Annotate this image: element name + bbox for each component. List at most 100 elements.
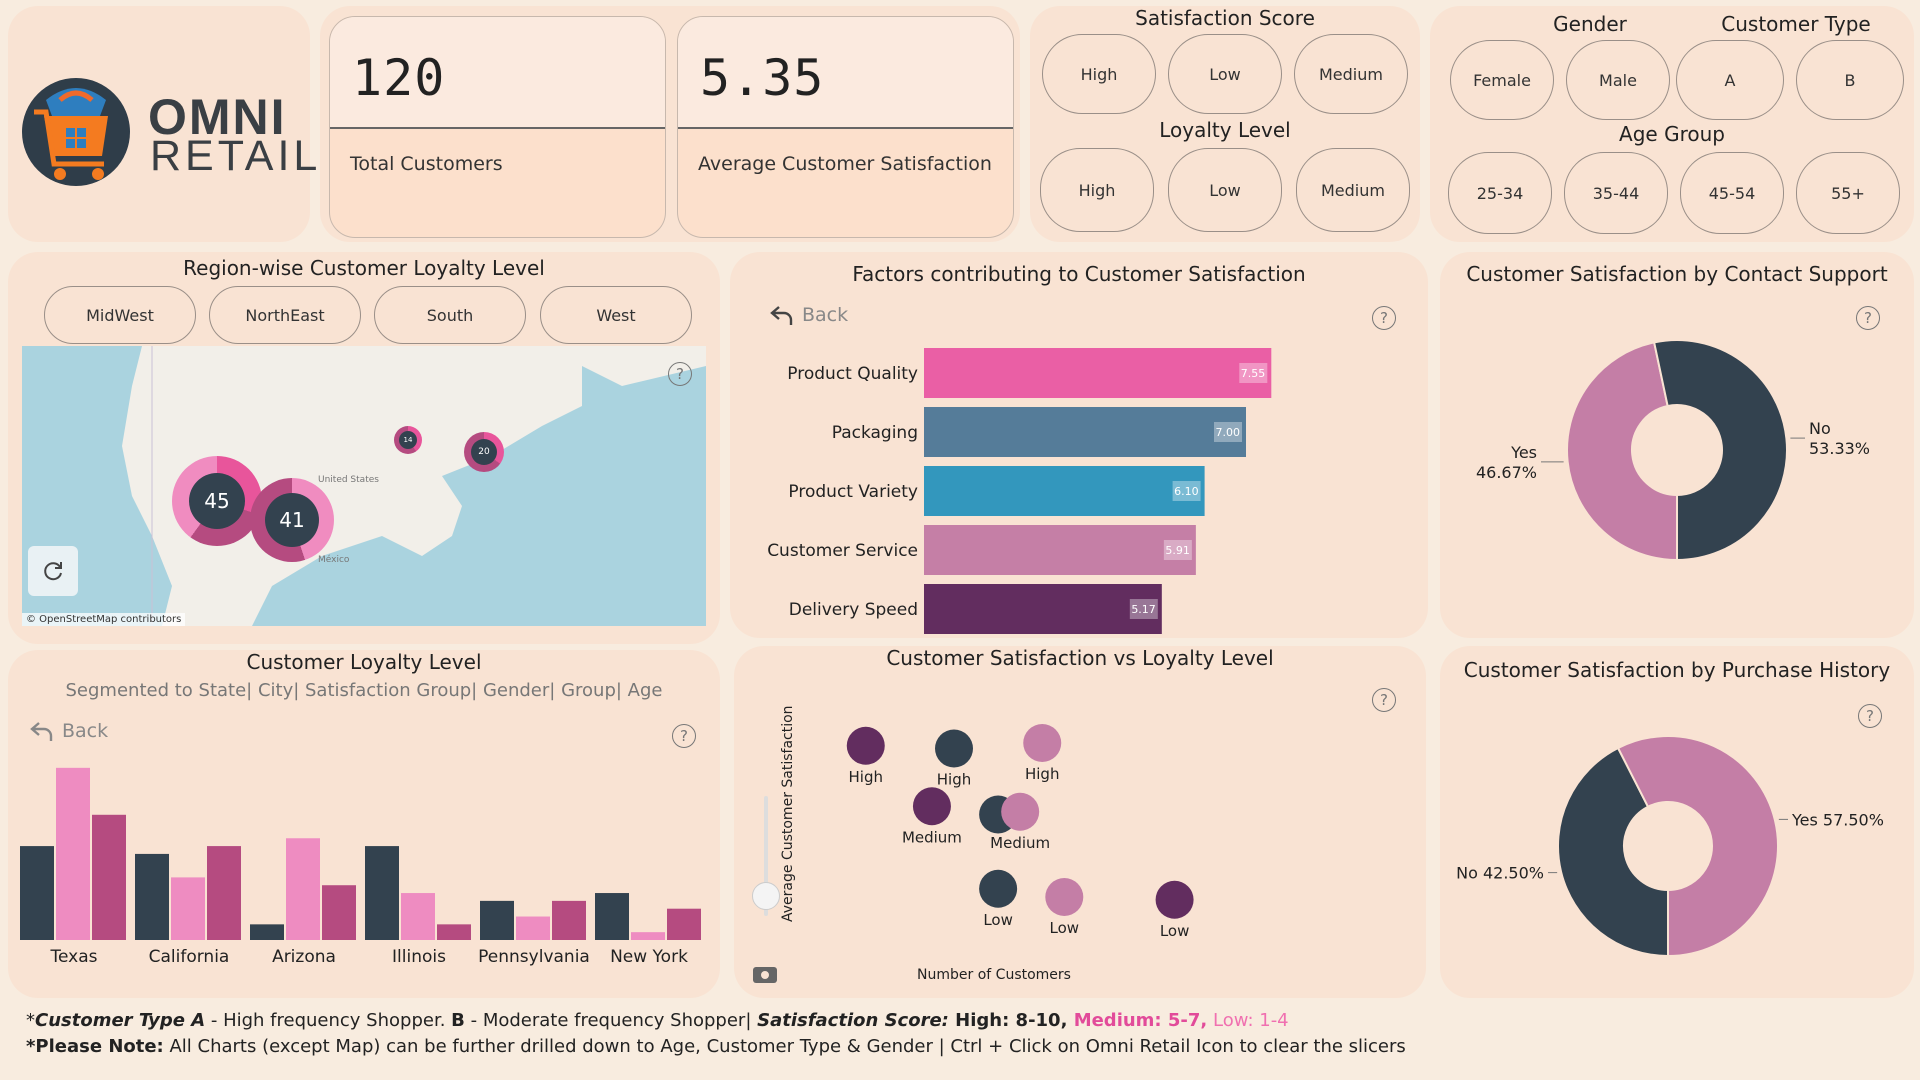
loyalty-bar bbox=[56, 767, 90, 940]
region-west-pill[interactable]: West bbox=[540, 286, 692, 344]
loyalty-back-label: Back bbox=[62, 720, 109, 742]
map-svg: United States México bbox=[122, 346, 706, 626]
map-attribution[interactable]: © OpenStreetMap contributors bbox=[22, 613, 186, 626]
satisfaction-slicer-title: Satisfaction Score bbox=[1135, 6, 1315, 30]
factor-category-label: Product Variety bbox=[788, 482, 918, 502]
purchase-history-donut: No 42.50% Yes 57.50% bbox=[1456, 735, 1884, 958]
purchase-history-help-icon[interactable]: ? bbox=[1858, 704, 1882, 728]
loyalty-bar bbox=[207, 846, 241, 940]
loyalty-bar bbox=[595, 893, 629, 940]
purchase-history-card: Customer Satisfaction by Purchase Histor… bbox=[1440, 646, 1914, 998]
contact-support-slice bbox=[1566, 341, 1678, 562]
scatter-point bbox=[912, 787, 951, 826]
loyalty-bar bbox=[250, 924, 284, 940]
scatter-point-label: High bbox=[937, 771, 971, 789]
factors-back-button[interactable]: Back bbox=[770, 304, 848, 326]
kpi-card: 120 Total Customers 5.35 Average Custome… bbox=[320, 6, 1020, 242]
map-bubble-14[interactable]: 14 bbox=[394, 426, 422, 454]
loyalty-help-icon[interactable]: ? bbox=[672, 724, 696, 748]
scatter-point bbox=[1001, 792, 1040, 831]
footer-type-b: B bbox=[451, 1010, 465, 1031]
refresh-icon bbox=[44, 562, 62, 581]
age-45-54-pill[interactable]: 45-54 bbox=[1680, 152, 1784, 234]
loyalty-chart-subtitle: Segmented to State| City| Satisfaction G… bbox=[65, 680, 663, 701]
footer-score-label: Satisfaction Score: bbox=[757, 1010, 949, 1031]
loyalty-low-pill[interactable]: Low bbox=[1168, 148, 1282, 232]
scatter-point bbox=[1023, 724, 1062, 762]
map-refresh-button[interactable] bbox=[28, 546, 78, 596]
map-help-icon[interactable]: ? bbox=[668, 362, 692, 386]
footer-line-2: *Please Note: All Charts (except Map) ca… bbox=[26, 1036, 1406, 1057]
avg-satisfaction-value: 5.35 bbox=[678, 17, 1013, 129]
region-map[interactable]: United States México 45 41 14 20 © OpenS… bbox=[22, 346, 706, 626]
contact-support-card: Customer Satisfaction by Contact Support… bbox=[1440, 252, 1914, 638]
scatter-point-label: Low bbox=[1050, 919, 1080, 937]
loyalty-bar bbox=[20, 846, 54, 940]
gender-male-pill[interactable]: Male bbox=[1566, 40, 1670, 120]
factor-category-label: Delivery Speed bbox=[789, 600, 918, 620]
map-bubble-14-label: 14 bbox=[399, 431, 417, 449]
back-arrow-icon bbox=[30, 722, 53, 741]
scatter-point bbox=[846, 726, 885, 765]
footer-line-1: *Customer Type A - High frequency Shoppe… bbox=[26, 1010, 1289, 1031]
scatter-slider-track[interactable] bbox=[764, 796, 768, 916]
customer-type-a-pill[interactable]: A bbox=[1676, 40, 1784, 120]
contact-support-label-name: No bbox=[1809, 419, 1831, 438]
contact-support-label-pct: 53.33% bbox=[1809, 439, 1870, 458]
scatter-y-axis-label: Average Customer Satisfaction bbox=[780, 705, 796, 922]
map-bubble-45[interactable]: 45 bbox=[172, 456, 262, 546]
loyalty-chart-title: Customer Loyalty Level bbox=[246, 650, 482, 674]
factor-value-label: 6.10 bbox=[1174, 485, 1199, 498]
age-25-34-pill[interactable]: 25-34 bbox=[1448, 152, 1552, 234]
contact-support-help-icon[interactable]: ? bbox=[1856, 306, 1880, 330]
loyalty-bar bbox=[667, 908, 701, 940]
loyalty-high-pill[interactable]: High bbox=[1040, 148, 1154, 232]
map-bubble-20[interactable]: 20 bbox=[464, 432, 504, 472]
factors-help-icon[interactable]: ? bbox=[1372, 306, 1396, 330]
scatter-settings-icon[interactable] bbox=[752, 966, 778, 984]
factors-title: Factors contributing to Customer Satisfa… bbox=[852, 262, 1306, 286]
footer-score-low: Low: 1-4 bbox=[1207, 1010, 1289, 1031]
scatter-slider-handle[interactable] bbox=[752, 882, 780, 910]
region-south-pill[interactable]: South bbox=[374, 286, 526, 344]
omni-retail-logo[interactable]: OMNI RETAIL bbox=[20, 68, 317, 198]
loyalty-category-label: New York bbox=[610, 947, 688, 967]
map-card: Region-wise Customer Loyalty Level MidWe… bbox=[8, 252, 720, 644]
loyalty-category-label: Illinois bbox=[392, 947, 446, 967]
factor-bar bbox=[924, 584, 1162, 634]
contact-support-label-name: Yes bbox=[1510, 443, 1537, 462]
map-bubble-20-label: 20 bbox=[471, 439, 497, 465]
logo-line1: OMNI bbox=[148, 89, 287, 145]
map-bubble-41[interactable]: 41 bbox=[250, 478, 334, 562]
purchase-history-title: Customer Satisfaction by Purchase Histor… bbox=[1463, 658, 1891, 682]
loyalty-bar bbox=[286, 838, 320, 940]
contact-support-label-pct: 46.67% bbox=[1476, 463, 1537, 482]
loyalty-category-label: Pennsylvania bbox=[478, 947, 590, 967]
loyalty-bar bbox=[171, 877, 205, 940]
total-customers-value: 120 bbox=[330, 17, 665, 129]
factors-card: Factors contributing to Customer Satisfa… bbox=[730, 252, 1428, 638]
satisfaction-high-pill[interactable]: High bbox=[1042, 34, 1156, 114]
scatter-help-icon[interactable]: ? bbox=[1372, 688, 1396, 712]
satisfaction-low-pill[interactable]: Low bbox=[1168, 34, 1282, 114]
gender-female-pill[interactable]: Female bbox=[1450, 40, 1554, 120]
satisfaction-medium-pill[interactable]: Medium bbox=[1294, 34, 1408, 114]
map-title: Region-wise Customer Loyalty Level bbox=[183, 256, 545, 280]
map-bubble-41-label: 41 bbox=[265, 493, 319, 547]
age-55-plus-pill[interactable]: 55+ bbox=[1796, 152, 1900, 234]
factor-bar bbox=[924, 525, 1196, 575]
scatter-point-label: Medium bbox=[902, 828, 962, 846]
age-35-44-pill[interactable]: 35-44 bbox=[1564, 152, 1668, 234]
loyalty-category-label: Texas bbox=[50, 947, 98, 967]
region-northeast-pill[interactable]: NorthEast bbox=[209, 286, 361, 344]
loyalty-bar bbox=[365, 846, 399, 940]
scatter-point-label: Low bbox=[1160, 922, 1190, 940]
factor-bar bbox=[924, 348, 1272, 398]
region-midwest-pill[interactable]: MidWest bbox=[44, 286, 196, 344]
loyalty-back-button[interactable]: Back bbox=[30, 720, 108, 742]
loyalty-medium-pill[interactable]: Medium bbox=[1296, 148, 1410, 232]
footer-type-a: Customer Type A bbox=[35, 1010, 206, 1031]
customer-type-b-pill[interactable]: B bbox=[1796, 40, 1904, 120]
mx-map-label: México bbox=[318, 554, 350, 565]
purchase-history-label: No 42.50% bbox=[1456, 864, 1544, 883]
